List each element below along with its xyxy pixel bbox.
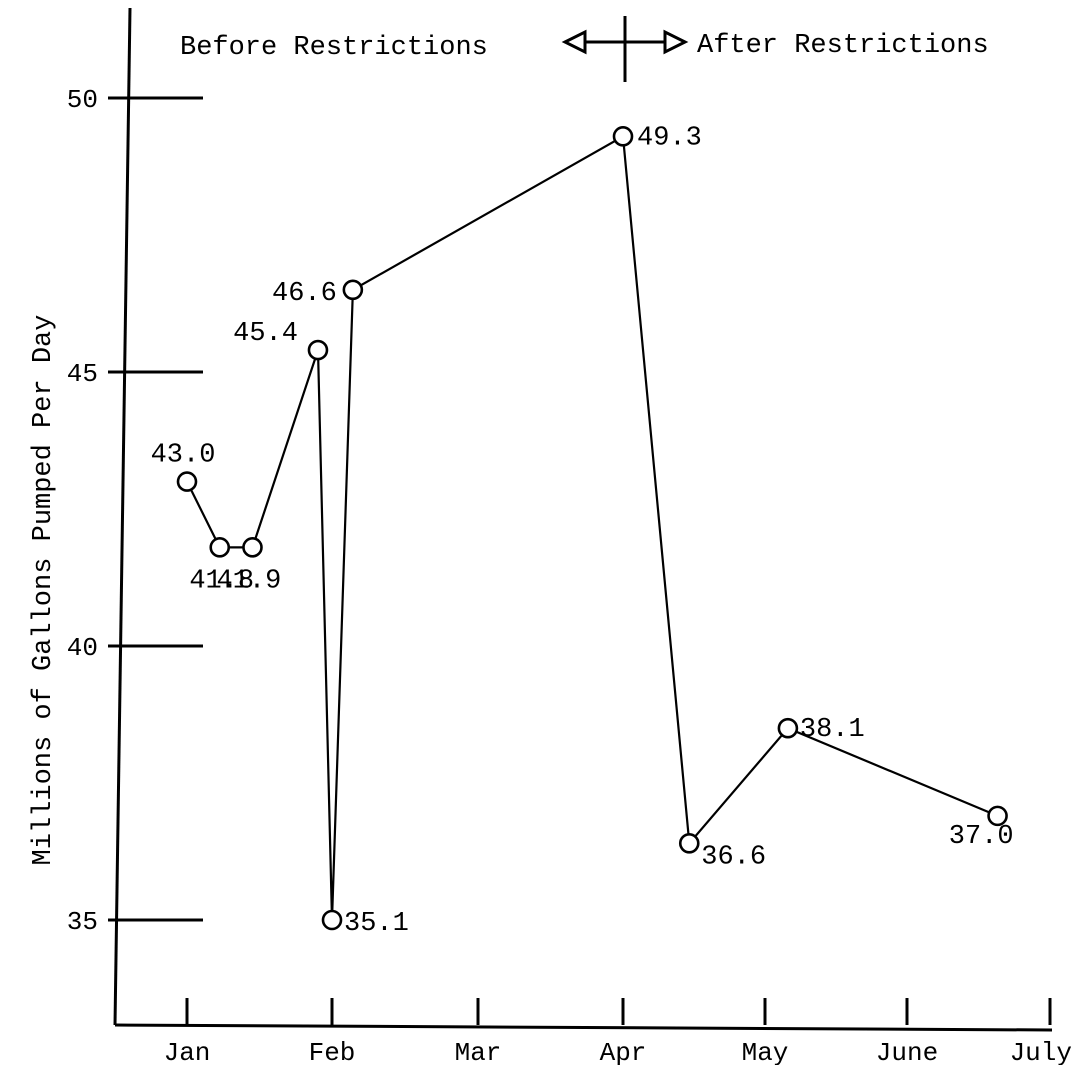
data-point-label: 36.6 xyxy=(701,842,766,872)
data-point-marker xyxy=(987,805,1008,827)
data-point-marker xyxy=(612,126,634,147)
data-point-marker xyxy=(321,909,343,931)
annotation-arrow-right xyxy=(663,29,689,55)
annotation-after-text: After Restrictions xyxy=(697,31,989,61)
data-point-label: 45.4 xyxy=(233,319,298,349)
y-tick-label: 50 xyxy=(67,85,98,115)
y-tick-label: 45 xyxy=(67,359,98,389)
y-ticks: 35 40 45 50 xyxy=(67,85,203,937)
data-point-marker xyxy=(678,832,700,854)
data-point-marker xyxy=(176,471,198,492)
data-point-marker xyxy=(307,339,329,361)
x-tick-label: Apr xyxy=(600,1038,647,1065)
x-axis-line xyxy=(114,1023,1053,1032)
data-point-label: 46.6 xyxy=(272,279,337,309)
y-axis-line xyxy=(113,7,132,1026)
x-tick-label: July xyxy=(1010,1038,1072,1065)
series-gallons-pumped xyxy=(176,126,1008,931)
y-tick-label: 35 xyxy=(67,907,98,937)
data-point-label: 41.9 xyxy=(216,566,281,596)
data-point-marker xyxy=(242,537,263,558)
data-point-marker xyxy=(777,717,799,739)
annotation-arrow-left xyxy=(561,29,587,55)
data-point-label: 41.8 xyxy=(189,566,254,596)
data-point-marker xyxy=(209,537,231,558)
data-point-label: 38.1 xyxy=(800,715,865,745)
series-line xyxy=(186,134,999,921)
x-tick-label: Jan xyxy=(164,1038,211,1065)
x-tick-label: Mar xyxy=(455,1038,502,1065)
data-point-label: 49.3 xyxy=(637,123,702,153)
data-point-label: 43.0 xyxy=(151,441,216,471)
x-tick-label: Feb xyxy=(309,1038,356,1065)
x-tick-label: June xyxy=(876,1038,938,1065)
data-point-label: 35.1 xyxy=(344,909,409,939)
axes xyxy=(113,7,1053,1032)
x-tick-label: May xyxy=(742,1038,789,1065)
restrictions-annotation: Before Restrictions After Restrictions xyxy=(180,16,989,82)
y-axis-label: Millions of Gallons Pumped Per Day xyxy=(29,315,59,866)
annotation-before-text: Before Restrictions xyxy=(180,33,488,63)
data-point-label: 37.0 xyxy=(949,822,1014,852)
x-ticks: Jan Feb Mar Apr May June July xyxy=(164,998,1072,1065)
data-point-marker xyxy=(342,279,364,301)
y-tick-label: 40 xyxy=(67,633,98,663)
point-labels: 43.0 41.841.9 45.4 35.1 46.6 49.3 36.6 38.1 37.0 xyxy=(151,123,1014,939)
